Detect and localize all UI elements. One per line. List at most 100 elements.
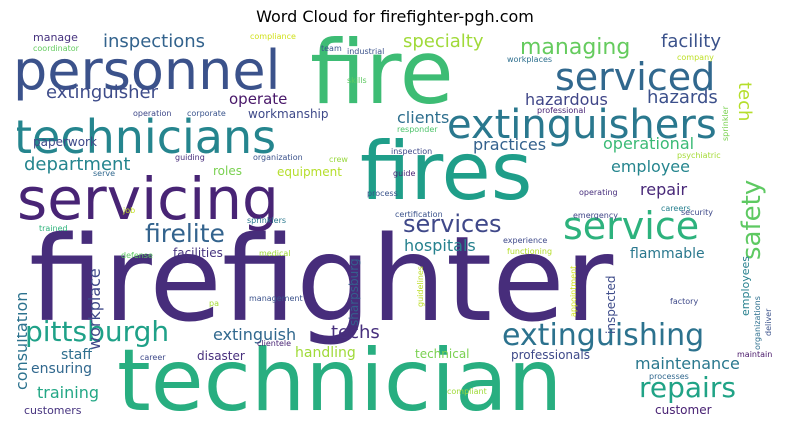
word: repairs: [639, 371, 736, 404]
word: repair: [640, 180, 688, 199]
word: trained: [39, 224, 68, 233]
word: fire: [310, 32, 454, 124]
word: guide: [393, 169, 416, 178]
word: job: [123, 206, 136, 215]
word: clientele: [257, 339, 292, 348]
word: organizations: [753, 296, 762, 350]
word: services: [403, 210, 502, 238]
word: technicians: [17, 110, 277, 164]
word: specialty: [403, 32, 484, 52]
word: personnel: [17, 39, 281, 102]
word: hospitals: [404, 236, 476, 255]
word: department: [24, 154, 131, 175]
word: safety: [737, 179, 767, 260]
word: defense: [121, 251, 153, 260]
word: experience: [503, 236, 548, 245]
word: technical: [415, 347, 470, 361]
word: customers: [24, 404, 82, 417]
word: service: [563, 204, 700, 248]
word: practices: [473, 135, 547, 154]
word: inspections: [103, 32, 206, 52]
word: appointment: [569, 265, 578, 317]
word: psychiatric: [677, 151, 721, 160]
word: firefighter: [29, 210, 614, 348]
word: flammable: [630, 246, 705, 262]
word: skills: [347, 76, 367, 85]
word: operating: [579, 188, 618, 197]
word: processes: [649, 372, 689, 381]
word: paperwork: [33, 135, 97, 149]
word: factory: [670, 297, 699, 306]
word: workplace: [85, 268, 104, 350]
word: facilities: [173, 246, 223, 260]
word: professional: [537, 106, 586, 115]
word: extinguishing: [502, 318, 705, 353]
word: operational: [603, 134, 695, 153]
word: compliant: [447, 387, 487, 396]
word: sprinklers: [247, 216, 287, 225]
word: servicing: [17, 165, 279, 233]
word: customer: [655, 403, 712, 417]
word: extinguishers: [447, 102, 717, 148]
word: training: [37, 383, 99, 402]
word: handling: [295, 345, 356, 361]
word: employees: [739, 255, 752, 316]
word: careers: [661, 204, 691, 213]
word: company: [677, 53, 714, 62]
word: deliver: [764, 308, 773, 336]
word: professionals: [511, 348, 590, 362]
word: inspected: [604, 275, 618, 335]
word: equipment: [277, 165, 342, 179]
word: functioning: [507, 247, 553, 256]
word: operate: [229, 90, 288, 108]
word: hazardous: [525, 90, 608, 109]
word: pa: [209, 299, 219, 308]
word: manage: [33, 32, 78, 44]
word: process: [367, 189, 398, 198]
word: disaster: [197, 349, 245, 363]
word: clients: [397, 108, 450, 127]
word: corporate: [187, 109, 226, 118]
chart-title: Word Cloud for firefighter-pgh.com: [256, 7, 534, 26]
word: pittsburgh: [25, 315, 170, 348]
word: guidelines: [416, 266, 425, 307]
word: techs: [331, 322, 380, 343]
word: staff: [61, 347, 93, 363]
word: employee: [611, 157, 690, 176]
word: extinguisher: [46, 82, 158, 103]
word: coordinator: [33, 44, 79, 53]
word: serve: [93, 169, 116, 178]
word: managing: [520, 35, 631, 60]
word: tech: [734, 82, 755, 122]
word: workplaces: [507, 55, 553, 64]
word: consultation: [17, 291, 31, 390]
word: guiding: [175, 153, 205, 162]
word: compliance: [250, 32, 296, 41]
word: workmanship: [248, 107, 329, 121]
word: industrial: [347, 47, 385, 56]
word: firelite: [145, 219, 225, 248]
word: security: [681, 208, 713, 217]
word: certification: [395, 210, 443, 219]
word: hazards: [647, 87, 718, 108]
word: extinguish: [213, 325, 297, 344]
word: organization: [253, 153, 303, 162]
word: emergency: [573, 211, 618, 220]
word: ensuring: [31, 361, 93, 377]
word-cloud: firefighter technician fire fires person…: [17, 32, 774, 422]
word: medical: [259, 249, 291, 258]
word: serviced: [555, 55, 716, 99]
word: team: [321, 44, 342, 53]
word: maintenance: [635, 354, 740, 373]
word: responder: [397, 125, 438, 134]
word: crew: [329, 155, 348, 164]
word: roles: [213, 164, 242, 178]
word: maintain: [737, 350, 773, 359]
word: management: [249, 294, 303, 303]
word: career: [140, 353, 166, 362]
word: sharpsburg: [347, 258, 361, 326]
word: sprinkler: [721, 106, 730, 141]
word: inspection: [391, 147, 433, 156]
word: fires: [360, 125, 533, 218]
word: operation: [133, 109, 172, 118]
